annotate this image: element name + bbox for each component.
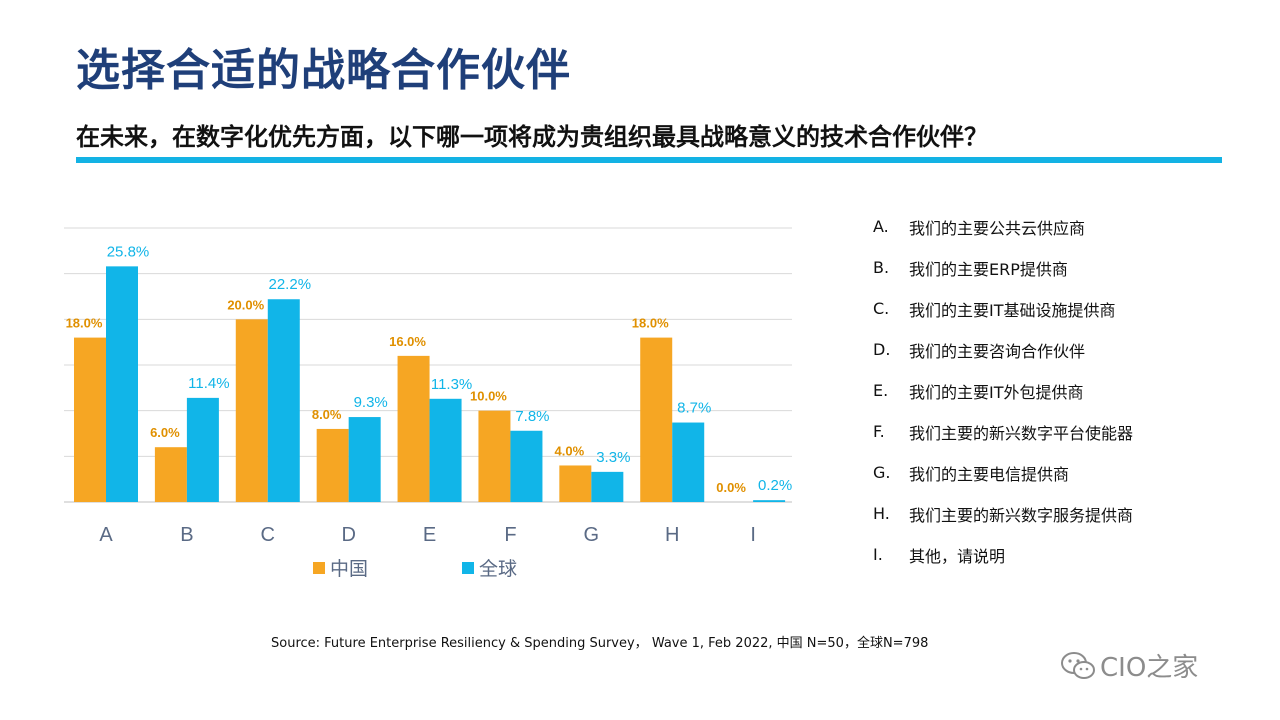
option-letter: E.: [873, 381, 889, 400]
bar-china-d: [316, 428, 349, 502]
bar-global-h: [672, 422, 705, 502]
bar-china-a: [74, 337, 106, 502]
data-label: 20.0%: [227, 297, 264, 312]
data-label: 6.0%: [150, 425, 180, 440]
option-item: B. 我们的主要ERP提供商: [873, 247, 1133, 288]
x-tick-label: H: [665, 524, 679, 546]
bar-global-e: [429, 398, 462, 502]
option-item: C. 我们的主要IT基础设施提供商: [873, 288, 1133, 329]
legend-swatch: [313, 562, 325, 574]
option-letter: G.: [873, 463, 891, 482]
option-letter: I.: [873, 545, 883, 564]
bar-china-c: [235, 319, 268, 502]
bar-global-f: [510, 430, 543, 502]
x-tick-labels: A B C D E F G H I: [99, 524, 756, 546]
data-label: 11.4%: [188, 375, 229, 392]
x-tick-label: A: [99, 524, 113, 546]
option-item: A. 我们的主要公共云供应商: [873, 206, 1133, 247]
data-label: 10.0%: [470, 389, 507, 404]
chart-legend: 中国 全球: [313, 558, 517, 580]
option-letter: F.: [873, 422, 885, 441]
data-label: 0.2%: [758, 477, 792, 494]
data-label: 16.0%: [389, 334, 426, 349]
bar-global-c: [267, 299, 300, 502]
bar-china-e: [397, 355, 430, 502]
option-letter: B.: [873, 258, 890, 277]
x-tick-label: D: [341, 524, 355, 546]
watermark-text: CIO之家: [1100, 653, 1199, 683]
page-subtitle: 在未来，在数字化优先方面，以下哪一项将成为贵组织最具战略意义的技术合作伙伴？: [76, 123, 988, 151]
bar-china-b: [154, 447, 187, 502]
option-text: 我们的主要电信提供商: [909, 464, 1070, 484]
option-item: E. 我们的主要IT外包提供商: [873, 370, 1133, 411]
x-tick-label: I: [750, 524, 756, 546]
option-text: 其他，请说明: [909, 546, 1006, 566]
legend-label: 全球: [479, 558, 517, 580]
x-tick-label: C: [261, 524, 275, 546]
page-title: 选择合适的战略合作伙伴: [76, 45, 571, 96]
bars: [74, 266, 786, 502]
data-label: 22.2%: [269, 276, 312, 293]
data-label: 7.8%: [515, 408, 549, 425]
option-letter: C.: [873, 299, 890, 318]
bar-china-f: [478, 410, 511, 502]
option-text: 我们的主要公共云供应商: [909, 218, 1086, 238]
data-label: 18.0%: [632, 316, 669, 331]
bar-global-a: [106, 266, 138, 502]
data-label: 3.3%: [596, 449, 630, 466]
data-label: 0.0%: [716, 480, 746, 495]
option-item: I. 其他，请说明: [873, 534, 1133, 575]
option-text: 我们的主要ERP提供商: [909, 259, 1068, 279]
x-tick-label: E: [423, 524, 436, 546]
option-letter: H.: [873, 504, 890, 523]
bar-global-b: [186, 397, 219, 502]
option-item: H. 我们主要的新兴数字服务提供商: [873, 493, 1133, 534]
option-text: 我们的主要IT基础设施提供商: [909, 300, 1116, 320]
option-letter: D.: [873, 340, 891, 359]
data-label: 11.3%: [431, 376, 472, 393]
option-text: 我们的主要IT外包提供商: [909, 382, 1084, 402]
title-divider: [76, 157, 1222, 163]
source-note: Source: Future Enterprise Resiliency & S…: [271, 636, 929, 651]
data-labels: 18.0% 25.8% 6.0% 11.4% 20.0% 22.2% 8.0% 9.3% 16.…: [66, 243, 793, 495]
bar-global-d: [348, 417, 381, 502]
x-tick-label: B: [180, 524, 193, 546]
bar-china-h: [640, 337, 673, 502]
watermark: CIO之家: [1060, 647, 1198, 684]
x-tick-label: F: [504, 524, 516, 546]
option-item: G. 我们的主要电信提供商: [873, 452, 1133, 493]
option-text: 我们主要的新兴数字服务提供商: [909, 505, 1134, 525]
data-label: 9.3%: [354, 394, 388, 411]
data-label: 8.0%: [312, 407, 342, 422]
wechat-icon: [1061, 651, 1095, 679]
option-text: 我们主要的新兴数字平台使能器: [909, 423, 1134, 443]
x-tick-label: G: [584, 524, 600, 546]
bar-global-g: [591, 471, 624, 502]
bar-china-g: [559, 465, 592, 502]
option-letter: A.: [873, 217, 889, 236]
legend-swatch: [462, 562, 474, 574]
option-item: D. 我们的主要咨询合作伙伴: [873, 329, 1133, 370]
option-text: 我们的主要咨询合作伙伴: [909, 341, 1086, 361]
option-item: F. 我们主要的新兴数字平台使能器: [873, 411, 1133, 452]
bar-global-i: [753, 500, 786, 502]
legend-label: 中国: [330, 558, 368, 580]
data-label: 4.0%: [555, 443, 585, 458]
data-label: 8.7%: [677, 400, 711, 417]
data-label: 25.8%: [107, 243, 150, 260]
option-list: A. 我们的主要公共云供应商 B. 我们的主要ERP提供商 C. 我们的主要IT基础设…: [873, 206, 1133, 575]
data-label: 18.0%: [66, 316, 103, 331]
